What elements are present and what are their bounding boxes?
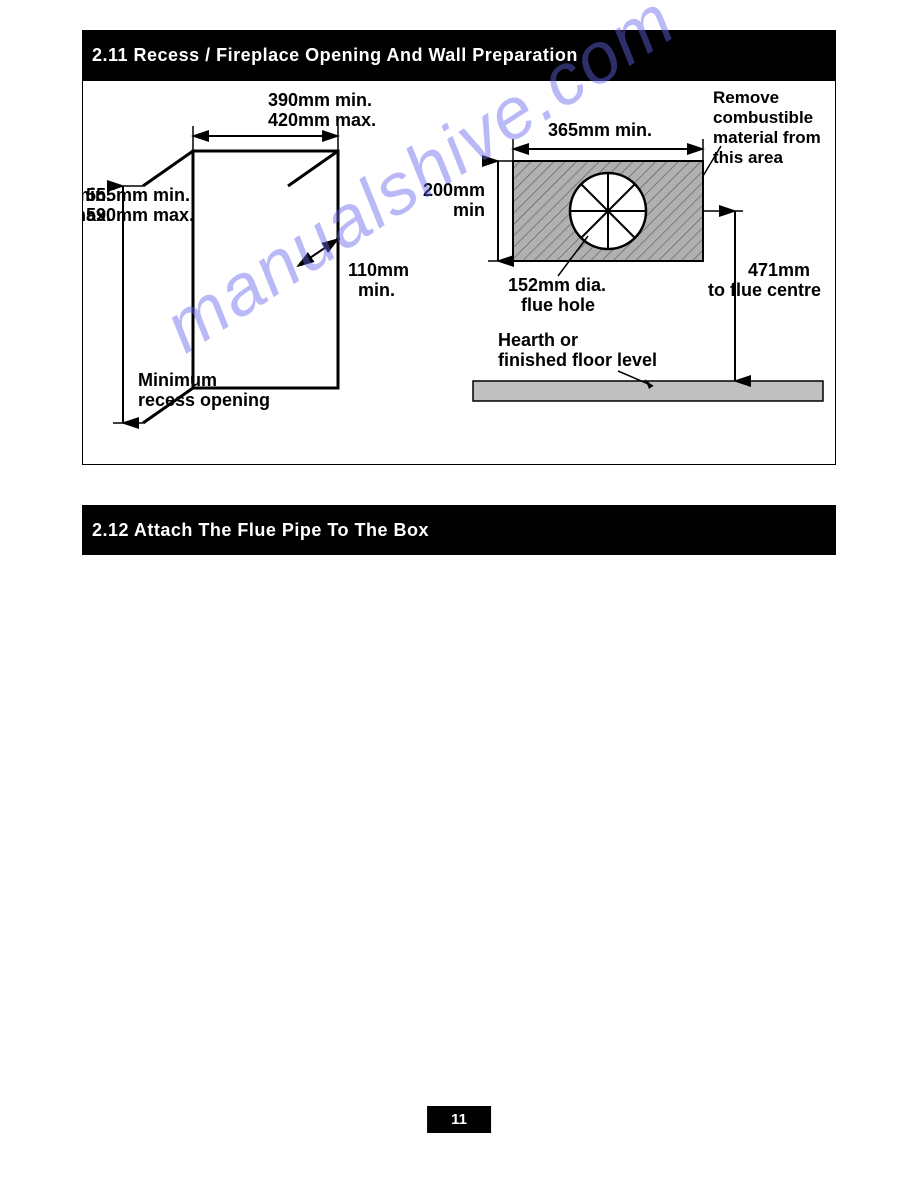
- hole-2: flue hole: [521, 295, 595, 315]
- right-wall-drawing: 365mm min. 200mm min 471mm to flue centr…: [423, 88, 823, 401]
- depth-label-2: min.: [358, 280, 395, 300]
- heading-1-text: 2.11 Recess / Fireplace Opening And Wall…: [92, 45, 578, 66]
- width-max-label: 420mm max.: [268, 110, 376, 130]
- page-number: 11: [427, 1106, 491, 1133]
- floor-1: Hearth or: [498, 330, 578, 350]
- h-min: 555mm min.: [86, 185, 190, 205]
- depth-label-1: 110mm: [348, 260, 409, 280]
- diagram-container: 390mm min. 420mm max. 555mm min. 590mm m…: [82, 80, 836, 465]
- r-dist-1: 471mm: [748, 260, 810, 280]
- heading-2-text: 2.12 Attach The Flue Pipe To The Box: [92, 520, 429, 541]
- recess-diagram: 390mm min. 420mm max. 555mm min. 590mm m…: [83, 81, 833, 464]
- caption-1: Minimum: [138, 370, 217, 390]
- r-h-bot: min: [453, 200, 485, 220]
- section-heading-2: 2.12 Attach The Flue Pipe To The Box: [82, 505, 836, 555]
- caption-2: recess opening: [138, 390, 270, 410]
- left-recess-drawing: 390mm min. 420mm max. 555mm min. 590mm m…: [83, 81, 376, 423]
- floor-2: finished floor level: [498, 350, 657, 370]
- r-dist-2: to flue centre: [708, 280, 821, 300]
- width-min-label: 390mm min.: [268, 90, 372, 110]
- note-1: Remove: [713, 88, 779, 107]
- h-max: 590mm max.: [86, 205, 194, 225]
- hole-1: 152mm dia.: [508, 275, 606, 295]
- r-h-top: 200mm: [423, 180, 485, 200]
- note-3: material from: [713, 128, 821, 147]
- r-width-label: 365mm min.: [548, 120, 652, 140]
- note-4: this area: [713, 148, 783, 167]
- note-2: combustible: [713, 108, 813, 127]
- section-heading-1: 2.11 Recess / Fireplace Opening And Wall…: [82, 30, 836, 80]
